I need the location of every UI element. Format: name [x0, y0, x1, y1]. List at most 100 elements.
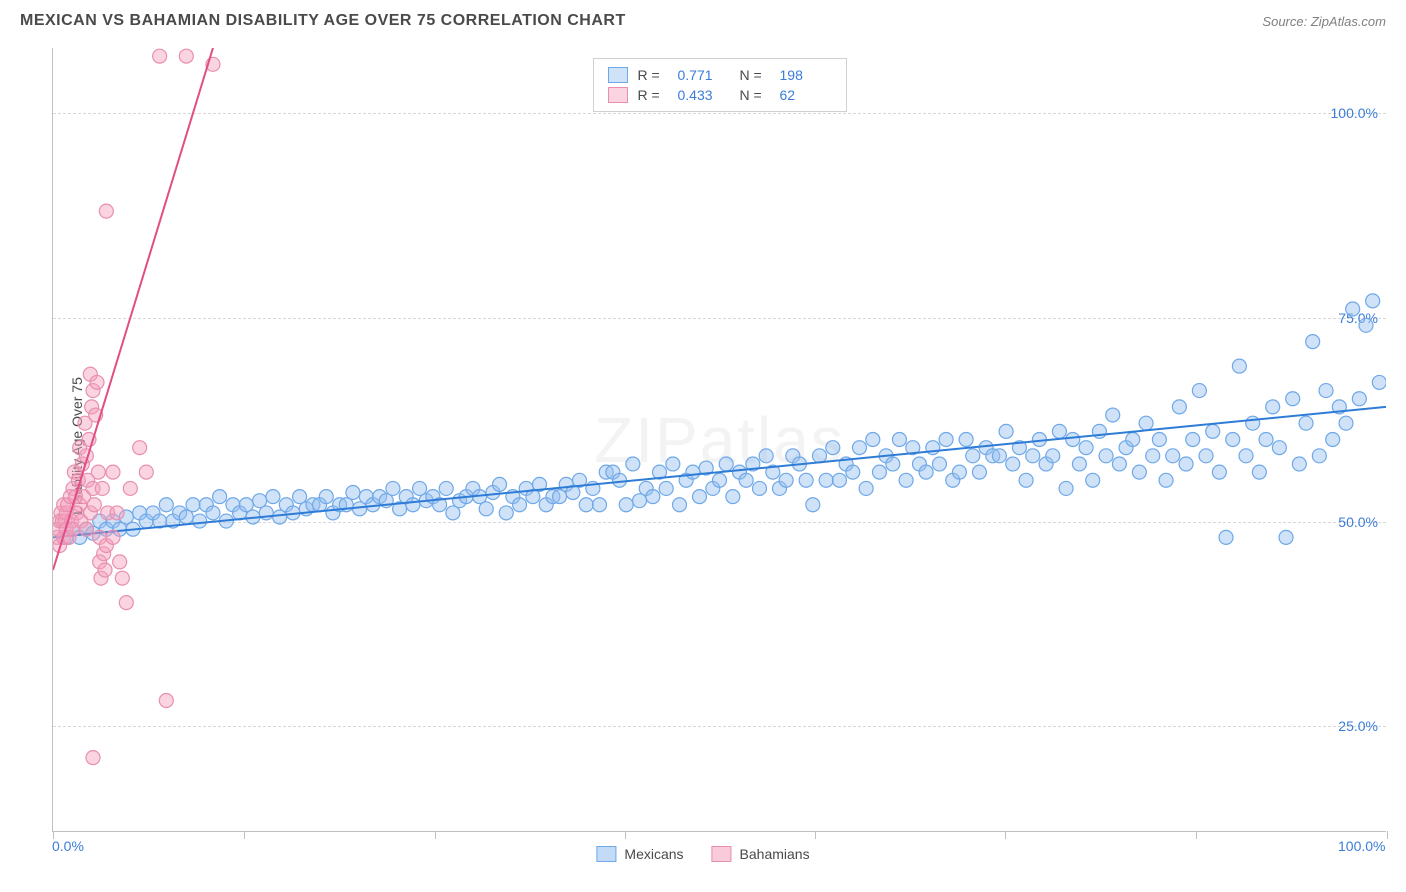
data-point	[153, 49, 167, 63]
legend-label: Mexicans	[624, 846, 683, 862]
data-point	[1366, 294, 1380, 308]
data-point	[193, 514, 207, 528]
legend-item: Bahamians	[712, 846, 810, 862]
data-point	[106, 530, 120, 544]
data-point	[99, 204, 113, 218]
series-legend: Mexicans Bahamians	[596, 846, 809, 862]
data-point	[1059, 481, 1073, 495]
data-point	[659, 481, 673, 495]
data-point	[972, 465, 986, 479]
correlation-row: R =0.433N =62	[608, 85, 832, 105]
data-point	[892, 433, 906, 447]
data-point	[1192, 384, 1206, 398]
legend-swatch	[608, 87, 628, 103]
data-point	[939, 433, 953, 447]
data-point	[1139, 416, 1153, 430]
data-point	[932, 457, 946, 471]
data-point	[1346, 302, 1360, 316]
data-point	[886, 457, 900, 471]
data-point	[179, 49, 193, 63]
source-value: ZipAtlas.com	[1311, 14, 1386, 29]
data-point	[1052, 424, 1066, 438]
data-point	[1026, 449, 1040, 463]
data-point	[693, 490, 707, 504]
x-tick	[625, 831, 626, 839]
data-point	[206, 506, 220, 520]
data-point	[386, 481, 400, 495]
data-point	[1239, 449, 1253, 463]
data-point	[1326, 433, 1340, 447]
data-point	[186, 498, 200, 512]
chart-title: MEXICAN VS BAHAMIAN DISABILITY AGE OVER …	[20, 12, 626, 30]
stat-label: N =	[740, 87, 770, 103]
data-point	[119, 596, 133, 610]
data-point	[593, 498, 607, 512]
data-point	[1252, 465, 1266, 479]
data-point	[1186, 433, 1200, 447]
data-point	[1312, 449, 1326, 463]
data-point	[826, 441, 840, 455]
data-point	[1299, 416, 1313, 430]
data-point	[646, 490, 660, 504]
data-point	[159, 694, 173, 708]
data-point	[87, 498, 101, 512]
data-point	[1179, 457, 1193, 471]
stat-label: R =	[638, 87, 668, 103]
stat-n-value: 198	[780, 67, 832, 83]
source-label: Source:	[1262, 14, 1307, 29]
data-point	[959, 433, 973, 447]
data-point	[852, 441, 866, 455]
data-point	[1266, 400, 1280, 414]
legend-item: Mexicans	[596, 846, 683, 862]
data-point	[1339, 416, 1353, 430]
data-point	[1226, 433, 1240, 447]
chart-source: Source: ZipAtlas.com	[1262, 14, 1386, 29]
legend-swatch	[712, 846, 732, 862]
data-point	[115, 571, 129, 585]
data-point	[992, 449, 1006, 463]
data-point	[1352, 392, 1366, 406]
data-point	[91, 465, 105, 479]
data-point	[1126, 433, 1140, 447]
data-point	[1372, 375, 1386, 389]
data-point	[1246, 416, 1260, 430]
data-point	[859, 481, 873, 495]
data-point	[346, 486, 360, 500]
data-point	[626, 457, 640, 471]
data-point	[619, 498, 633, 512]
data-point	[919, 465, 933, 479]
stat-label: N =	[740, 67, 770, 83]
data-point	[812, 449, 826, 463]
data-point	[779, 473, 793, 487]
data-point	[739, 473, 753, 487]
data-point	[499, 506, 513, 520]
data-point	[1306, 335, 1320, 349]
data-point	[759, 449, 773, 463]
data-point	[713, 473, 727, 487]
x-tick	[815, 831, 816, 839]
data-point	[1259, 433, 1273, 447]
x-tick	[435, 831, 436, 839]
data-point	[686, 465, 700, 479]
legend-swatch	[608, 67, 628, 83]
data-point	[266, 490, 280, 504]
x-tick	[1196, 831, 1197, 839]
data-point	[752, 481, 766, 495]
data-point	[1072, 457, 1086, 471]
data-point	[719, 457, 733, 471]
data-point	[579, 498, 593, 512]
data-point	[1099, 449, 1113, 463]
data-point	[819, 473, 833, 487]
data-point	[1279, 530, 1293, 544]
data-point	[1159, 473, 1173, 487]
data-point	[952, 465, 966, 479]
data-point	[319, 490, 333, 504]
data-point	[86, 751, 100, 765]
chart-header: MEXICAN VS BAHAMIAN DISABILITY AGE OVER …	[0, 0, 1406, 38]
data-point	[872, 465, 886, 479]
data-point	[1132, 465, 1146, 479]
data-point	[110, 506, 124, 520]
correlation-legend: R =0.771N =198R =0.433N =62	[593, 58, 847, 112]
x-tick	[1387, 831, 1388, 839]
data-point	[1232, 359, 1246, 373]
